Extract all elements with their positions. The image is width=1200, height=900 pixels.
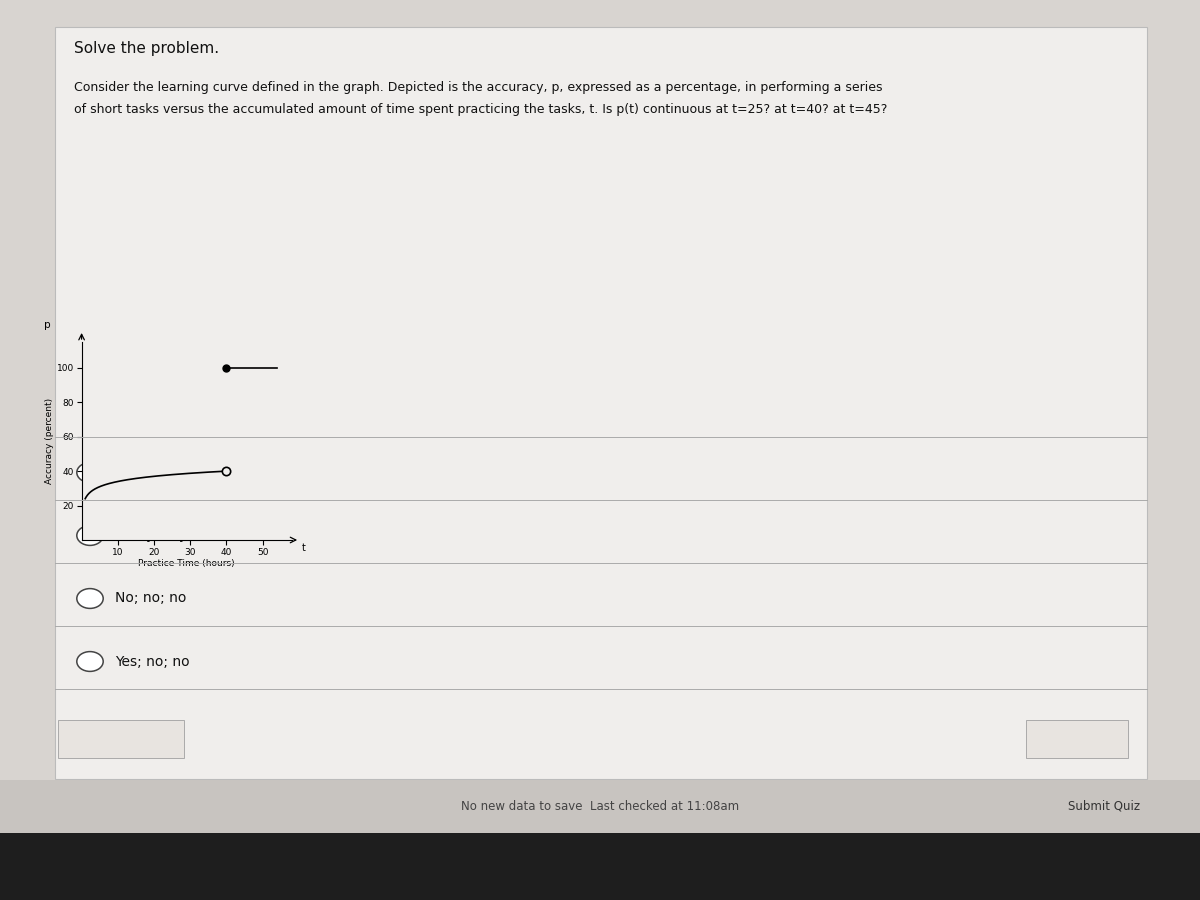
Text: Yes; no; no: Yes; no; no (115, 654, 190, 669)
Text: p: p (44, 320, 50, 330)
Text: of short tasks versus the accumulated amount of time spent practicing the tasks,: of short tasks versus the accumulated am… (74, 104, 888, 116)
Text: t: t (302, 543, 306, 553)
Text: Yes; yes; yes: Yes; yes; yes (115, 528, 203, 543)
FancyBboxPatch shape (0, 832, 1200, 900)
FancyBboxPatch shape (0, 780, 1200, 832)
Text: Submit Quiz: Submit Quiz (1068, 800, 1140, 813)
Circle shape (77, 526, 103, 545)
FancyBboxPatch shape (1026, 720, 1128, 758)
Text: No; no; no: No; no; no (115, 591, 186, 606)
X-axis label: Practice Time (hours): Practice Time (hours) (138, 560, 235, 569)
Circle shape (77, 463, 103, 482)
FancyBboxPatch shape (55, 27, 1147, 778)
Text: Next ▸: Next ▸ (1055, 733, 1093, 745)
Circle shape (77, 589, 103, 608)
Circle shape (77, 652, 103, 671)
Text: Yes; no; yes: Yes; no; yes (115, 465, 197, 480)
Text: Consider the learning curve defined in the graph. Depicted is the accuracy, p, e: Consider the learning curve defined in t… (74, 81, 883, 94)
Text: < Previous: < Previous (86, 733, 154, 745)
Text: Solve the problem.: Solve the problem. (74, 40, 220, 56)
Text: No new data to save  Last checked at 11:08am: No new data to save Last checked at 11:0… (461, 800, 739, 813)
Y-axis label: Accuracy (percent): Accuracy (percent) (44, 398, 54, 484)
FancyBboxPatch shape (58, 720, 184, 758)
